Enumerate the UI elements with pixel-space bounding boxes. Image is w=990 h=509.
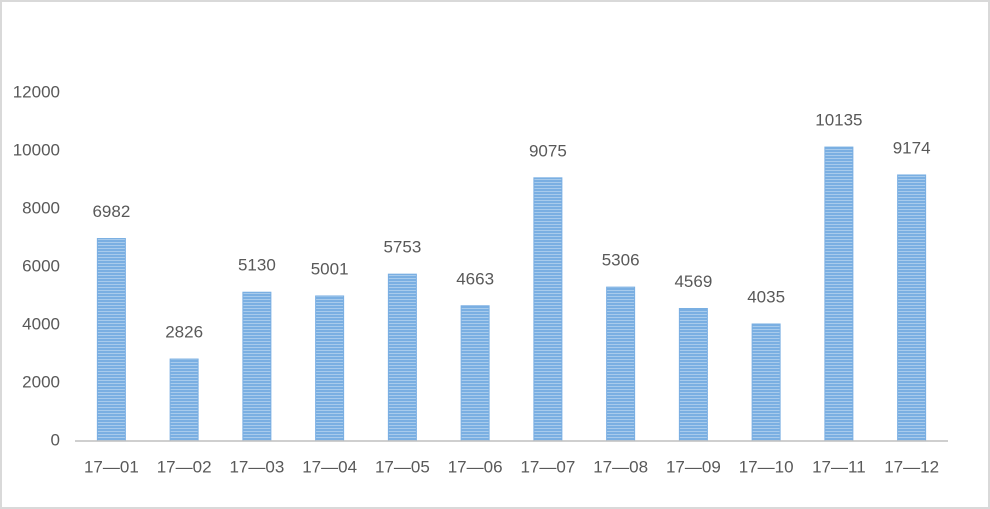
x-tick-label: 17—05	[375, 457, 430, 476]
data-label: 10135	[815, 111, 862, 130]
data-label: 9075	[529, 141, 567, 160]
data-label: 5001	[311, 259, 349, 278]
y-tick-label: 6000	[22, 256, 60, 275]
y-tick-label: 4000	[22, 314, 60, 333]
data-label: 9174	[893, 138, 931, 157]
bar	[96, 238, 126, 442]
y-tick-label: 10000	[13, 140, 60, 159]
bar	[678, 307, 708, 442]
data-label: 5753	[383, 238, 421, 257]
y-tick-label: 12000	[13, 82, 60, 101]
data-label: 4035	[747, 287, 785, 306]
x-tick-label: 17—04	[302, 457, 357, 476]
x-tick-label: 17—01	[84, 457, 139, 476]
y-tick-label: 0	[51, 430, 60, 449]
bar	[169, 358, 199, 442]
data-label: 4569	[674, 272, 712, 291]
data-label: 2826	[165, 323, 203, 342]
data-label: 4663	[456, 269, 494, 288]
x-tick-label: 17—07	[520, 457, 575, 476]
x-tick-label: 17—03	[229, 457, 284, 476]
data-label: 5130	[238, 256, 276, 275]
bar	[751, 323, 781, 442]
y-tick-label: 8000	[22, 198, 60, 217]
bar	[533, 177, 563, 442]
bar	[824, 146, 854, 442]
bar	[897, 174, 927, 442]
bar	[242, 291, 272, 442]
x-tick-label: 17—09	[666, 457, 721, 476]
bar	[387, 273, 417, 442]
bar	[315, 295, 345, 442]
x-tick-label: 17—12	[884, 457, 939, 476]
bar	[460, 305, 490, 442]
x-tick-label: 17—10	[739, 457, 794, 476]
y-tick-label: 2000	[22, 372, 60, 391]
bar	[606, 286, 636, 442]
x-tick-label: 17—02	[157, 457, 212, 476]
x-tick-label: 17—11	[812, 457, 866, 476]
x-tick-label: 17—06	[448, 457, 503, 476]
x-tick-label: 17—08	[593, 457, 648, 476]
data-label: 5306	[602, 251, 640, 270]
data-label: 6982	[92, 202, 130, 221]
